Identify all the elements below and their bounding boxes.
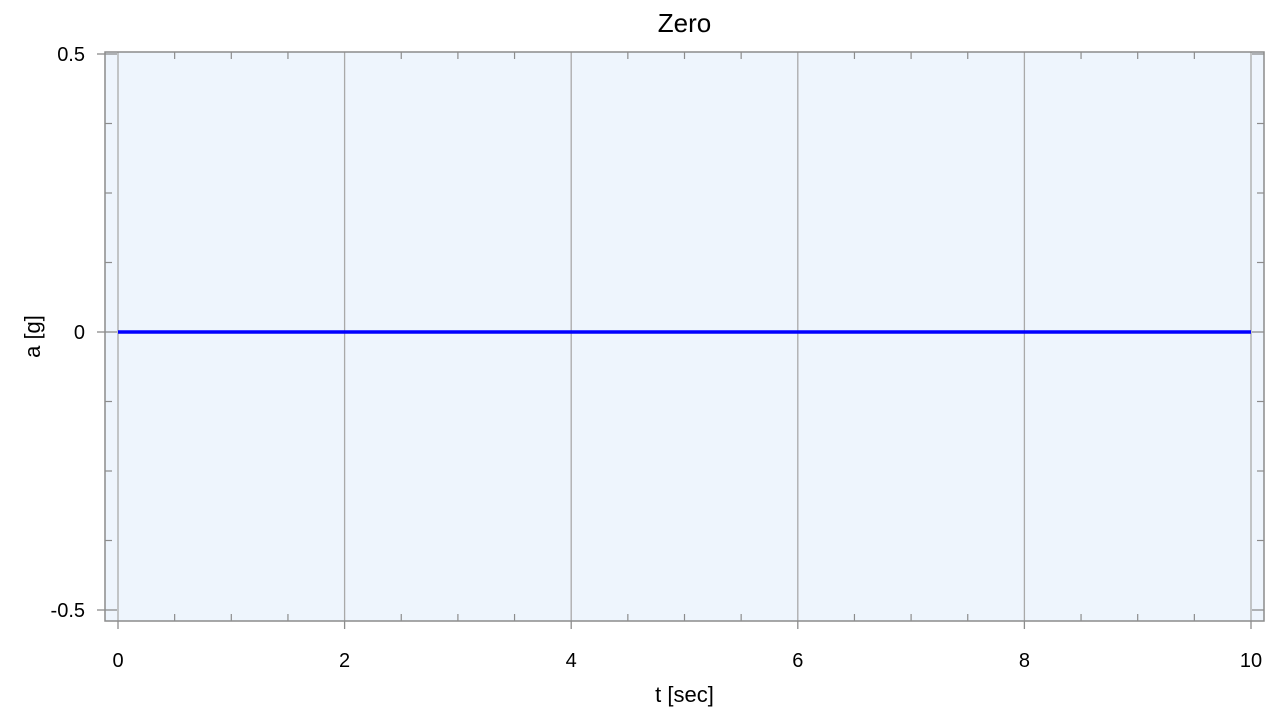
x-axis-ticks: 0 2 4 6 8 10 xyxy=(112,621,1262,672)
x-tick-label: 4 xyxy=(566,650,577,672)
minor-ticks xyxy=(105,52,1264,621)
x-tick-label: 6 xyxy=(792,650,803,672)
x-axis-title: t [sec] xyxy=(655,682,714,707)
y-axis-ticks: -0.5 0 0.5 xyxy=(51,44,1264,622)
x-tick-label: 8 xyxy=(1019,650,1030,672)
y-tick-label: 0.5 xyxy=(57,44,85,66)
grid-lines xyxy=(117,52,1252,621)
y-tick-label: 0 xyxy=(74,322,85,344)
plot-frame xyxy=(104,51,1265,622)
x-tick-label: 2 xyxy=(339,650,350,672)
y-tick-label: -0.5 xyxy=(51,600,85,622)
x-tick-label: 10 xyxy=(1240,650,1262,672)
x-tick-label: 0 xyxy=(112,650,123,672)
y-axis-title: a [g] xyxy=(20,315,45,358)
plot-area xyxy=(105,52,1264,621)
chart-title: Zero xyxy=(658,8,711,38)
